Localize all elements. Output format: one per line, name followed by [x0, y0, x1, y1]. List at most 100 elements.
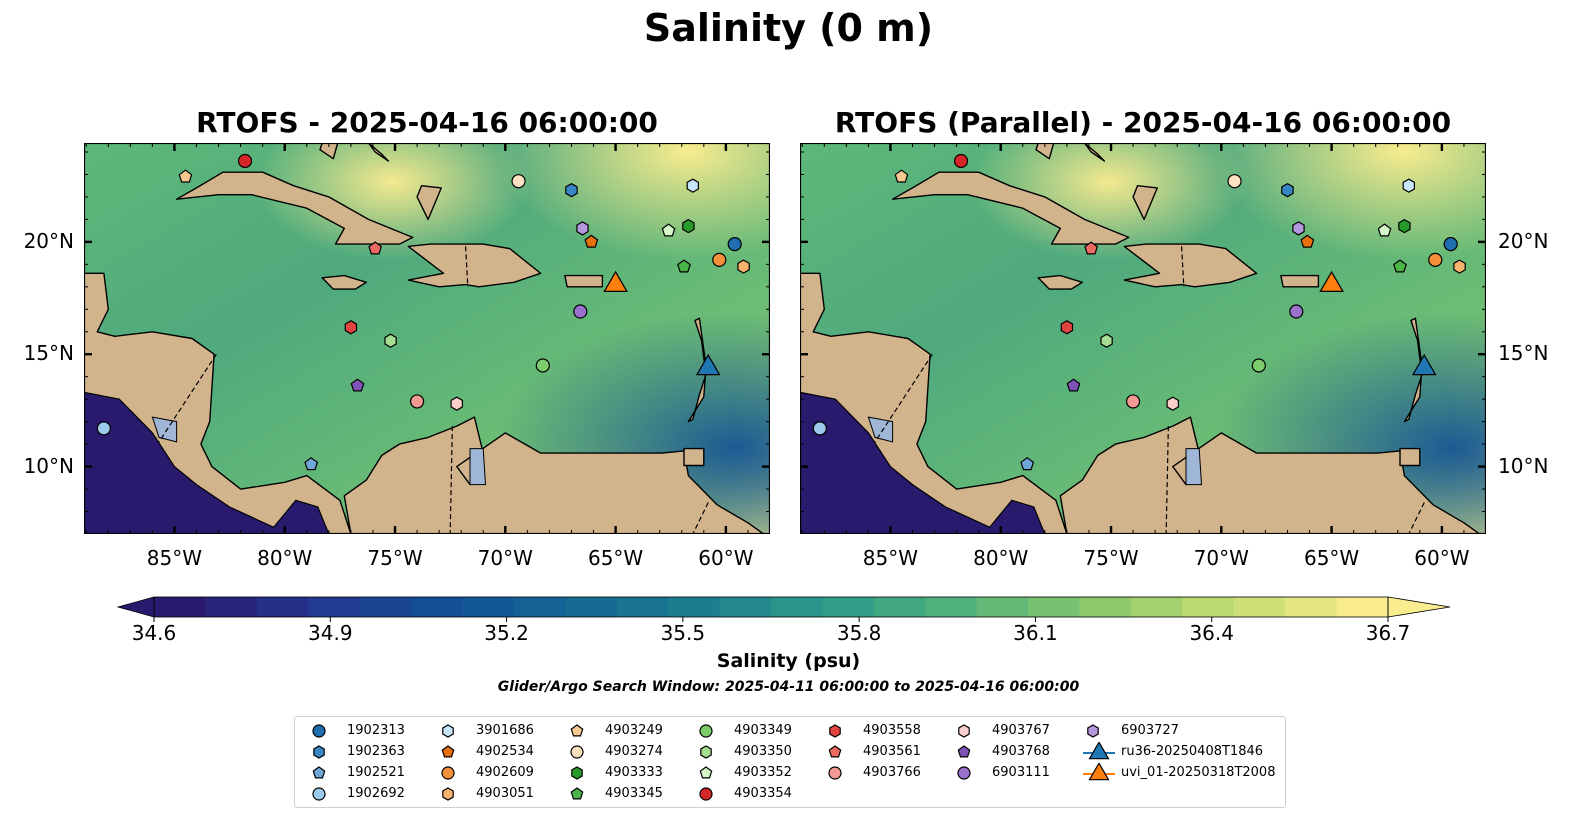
float-4903352-marker[interactable] — [1377, 223, 1392, 237]
glider-uvi_01-marker[interactable] — [1319, 270, 1344, 292]
land-bahamas-c — [416, 185, 442, 221]
float-1902521-marker[interactable] — [304, 457, 319, 471]
colorbar-segment — [668, 597, 721, 617]
float-4903249-marker[interactable] — [894, 169, 909, 183]
legend-float-marker[interactable] — [442, 724, 454, 738]
legend-float-marker[interactable] — [312, 787, 326, 801]
legend-glider-marker[interactable] — [1088, 763, 1110, 781]
legend-label: 4903350 — [734, 744, 792, 759]
legend-float-marker[interactable] — [442, 787, 454, 801]
legend-float-marker[interactable] — [313, 745, 325, 759]
legend-float-marker[interactable] — [699, 787, 713, 801]
legend-float-marker[interactable] — [312, 724, 326, 738]
land-bahamas-a — [1035, 143, 1055, 160]
float-6903111-marker[interactable] — [573, 304, 588, 319]
country-border — [874, 353, 933, 443]
colorbar-segment — [205, 597, 258, 617]
country-border — [1165, 426, 1169, 534]
float-4903051-marker[interactable] — [1453, 259, 1466, 274]
float-1902313-marker[interactable] — [727, 237, 742, 252]
float-4903767-marker[interactable] — [1166, 396, 1179, 411]
legend-float-marker[interactable] — [829, 724, 841, 738]
float-3901686-marker[interactable] — [686, 178, 700, 193]
colorbar-segment — [411, 597, 463, 617]
float-4903354-marker[interactable] — [953, 153, 969, 169]
float-4903558-marker[interactable] — [1060, 320, 1074, 335]
float-4903354-marker[interactable] — [237, 153, 253, 169]
legend-float-marker[interactable] — [1087, 724, 1099, 738]
colorbar-segment — [1233, 597, 1286, 617]
legend-float-marker[interactable] — [699, 724, 713, 738]
legend-float-marker[interactable] — [700, 745, 712, 759]
float-1902692-marker[interactable] — [812, 421, 827, 436]
colorbar-frame — [153, 596, 1389, 618]
legend-float-marker[interactable] — [570, 745, 584, 759]
legend-float-marker[interactable] — [441, 766, 455, 780]
float-4903350-marker[interactable] — [384, 333, 397, 348]
colorbar-tick-label: 36.4 — [1189, 621, 1234, 645]
float-4903768-marker[interactable] — [350, 378, 365, 392]
float-1902363-marker[interactable] — [1281, 183, 1294, 198]
float-4903274-marker[interactable] — [1227, 174, 1242, 189]
float-4902609-marker[interactable] — [1428, 252, 1443, 267]
legend-label: 6903111 — [992, 765, 1050, 780]
float-4903352-marker[interactable] — [661, 223, 676, 237]
glider-ru36-marker[interactable] — [695, 353, 721, 376]
float-4903274-marker[interactable] — [511, 174, 526, 189]
float-4903766-marker[interactable] — [1125, 394, 1141, 409]
legend-pentagon-icon — [441, 745, 455, 758]
float-4903051-marker[interactable] — [737, 259, 750, 274]
colorbar-tick-label: 36.1 — [1013, 621, 1058, 645]
float-4903345-marker[interactable] — [677, 259, 691, 273]
float-6903727-marker[interactable] — [1292, 221, 1305, 236]
legend-float-marker[interactable] — [828, 766, 842, 780]
float-4902609-marker[interactable] — [712, 252, 727, 267]
float-6903111-marker[interactable] — [1289, 304, 1304, 319]
float-3901686-marker[interactable] — [1402, 178, 1416, 193]
float-4903350-marker[interactable] — [1100, 333, 1113, 348]
float-4903349-marker[interactable] — [1251, 358, 1266, 373]
float-4903767-marker[interactable] — [450, 396, 463, 411]
float-4903558-marker[interactable] — [344, 320, 358, 335]
float-4903345-marker[interactable] — [1393, 259, 1407, 273]
land-bahamas-a — [319, 143, 339, 160]
map-frame — [84, 143, 770, 534]
float-4903349-marker[interactable] — [535, 358, 550, 373]
legend-hexagon-icon — [829, 724, 841, 738]
legend-float-marker[interactable] — [957, 745, 971, 758]
legend-float-marker[interactable] — [828, 745, 842, 758]
legend-float-marker[interactable] — [957, 766, 971, 780]
map-panel-rtofs-parallel[interactable] — [800, 143, 1486, 534]
legend-label: 4903558 — [863, 723, 921, 738]
float-1902692-marker[interactable] — [96, 421, 111, 436]
float-4903561-marker[interactable] — [1084, 241, 1099, 255]
float-4903766-marker[interactable] — [409, 394, 425, 409]
glider-ru36-marker[interactable] — [1411, 353, 1437, 376]
legend-float-marker[interactable] — [570, 787, 584, 800]
float-1902521-marker[interactable] — [1020, 457, 1035, 471]
lake-maracaibo — [1185, 448, 1203, 486]
map-panel-rtofs[interactable] — [84, 143, 770, 534]
float-4903768-marker[interactable] — [1066, 378, 1081, 392]
legend-pentagon-icon — [828, 745, 842, 758]
float-4902534-marker[interactable] — [1300, 234, 1315, 248]
float-1902313-marker[interactable] — [1443, 237, 1458, 252]
legend-glider-marker[interactable] — [1088, 742, 1110, 760]
float-6903727-marker[interactable] — [576, 221, 589, 236]
float-4903561-marker[interactable] — [368, 241, 383, 255]
float-4903333-marker[interactable] — [1398, 218, 1411, 234]
legend-float-marker[interactable] — [570, 724, 584, 737]
float-1902363-marker[interactable] — [565, 183, 578, 198]
legend-float-marker[interactable] — [312, 766, 326, 779]
legend-float-marker[interactable] — [699, 766, 713, 779]
legend-float-marker[interactable] — [571, 766, 583, 780]
legend-float-marker[interactable] — [958, 724, 970, 738]
float-4902534-marker[interactable] — [584, 234, 599, 248]
glider-uvi_01-marker[interactable] — [603, 270, 628, 292]
colorbar-segment — [359, 597, 412, 617]
legend-label: 4903274 — [605, 744, 663, 759]
float-4903333-marker[interactable] — [682, 218, 695, 234]
legend-circle-icon — [570, 745, 584, 759]
float-4903249-marker[interactable] — [178, 169, 193, 183]
legend-float-marker[interactable] — [441, 745, 455, 758]
